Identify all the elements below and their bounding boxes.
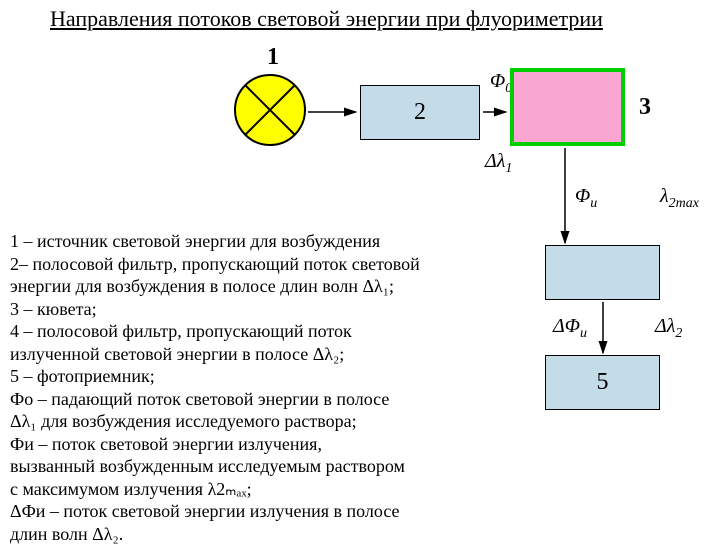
legend-line: Δλ₁ для возбуждения исследуемого раствор… [10, 410, 540, 433]
legend-line: Фо – падающий поток световой энергии в п… [10, 388, 540, 411]
legend-line: 2– полосовой фильтр, пропускающий поток … [10, 253, 540, 276]
legend-line: с максимумом излучения λ2ₘₐₓ; [10, 478, 540, 501]
legend-line: энергии для возбуждения в полосе длин во… [10, 275, 540, 298]
legend-line: Фи – поток световой энергии излучения, [10, 433, 540, 456]
legend-line: 4 – полосовой фильтр, пропускающий поток [10, 320, 540, 343]
legend-line: 3 – кювета; [10, 298, 540, 321]
legend-line: длин волн Δλ₂. [10, 523, 540, 545]
legend-block: 1 – источник световой энергии для возбуж… [10, 230, 540, 545]
legend-line: вызванный возбужденным исследуемым раств… [10, 455, 540, 478]
legend-line: излученной световой энергии в полосе Δλ₂… [10, 343, 540, 366]
legend-line: 5 – фотоприемник; [10, 365, 540, 388]
legend-line: 1 – источник световой энергии для возбуж… [10, 230, 540, 253]
legend-line: ΔФи – поток световой энергии излучения в… [10, 500, 540, 523]
